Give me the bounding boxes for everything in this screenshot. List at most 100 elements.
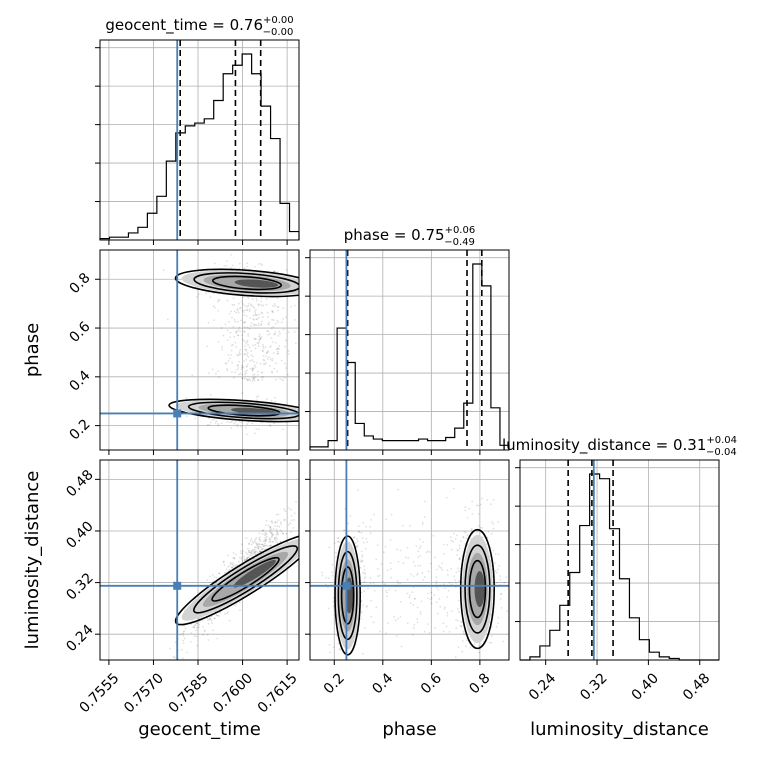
sample-point <box>271 310 274 313</box>
sample-point <box>258 333 261 336</box>
sample-point <box>462 536 465 538</box>
sample-point <box>243 353 246 356</box>
panel-content <box>100 250 299 450</box>
sample-point <box>464 506 467 509</box>
sample-point <box>261 371 264 374</box>
sample-point <box>233 335 236 338</box>
sample-point <box>270 327 273 330</box>
sample-point <box>456 608 459 610</box>
contour-line <box>211 275 283 291</box>
sample-point <box>258 322 260 324</box>
sample-point <box>251 422 254 425</box>
sample-point <box>198 623 201 626</box>
sample-point <box>454 538 457 540</box>
sample-point <box>252 377 255 380</box>
sample-point <box>258 538 261 541</box>
sample-point <box>282 317 285 320</box>
sample-point <box>373 589 376 592</box>
sample-point <box>267 351 270 353</box>
sample-point <box>182 634 185 637</box>
sample-point <box>421 523 424 526</box>
sample-point <box>257 547 260 550</box>
sample-point <box>265 519 268 522</box>
sample-point <box>404 556 407 559</box>
sample-point <box>249 551 252 554</box>
sample-point <box>432 534 435 537</box>
sample-point <box>226 260 228 263</box>
sample-point <box>254 376 257 379</box>
sample-point <box>365 537 368 540</box>
sample-point <box>253 540 256 543</box>
sample-point <box>231 419 234 422</box>
sample-point <box>477 530 479 533</box>
sample-point <box>251 369 254 372</box>
density-core <box>233 559 276 588</box>
sample-point <box>412 575 415 578</box>
sample-point <box>456 553 459 556</box>
sample-point <box>265 524 267 526</box>
sample-point <box>246 309 249 312</box>
sample-point <box>435 586 438 589</box>
sample-point <box>356 544 359 547</box>
sample-point <box>269 525 272 528</box>
sample-point <box>254 553 257 556</box>
sample-point <box>419 545 422 548</box>
sample-point <box>347 522 350 525</box>
sample-point <box>416 606 419 609</box>
sample-point <box>270 528 273 531</box>
sample-point <box>239 330 241 333</box>
sample-point <box>332 605 335 608</box>
sample-point <box>237 329 240 331</box>
sample-point <box>264 536 267 539</box>
sample-point <box>224 571 226 574</box>
sample-point <box>233 557 235 559</box>
sample-point <box>207 639 210 641</box>
sample-point <box>243 559 246 562</box>
sample-point <box>271 318 274 321</box>
sample-point <box>457 579 460 582</box>
sample-point <box>246 556 249 559</box>
sample-point <box>282 532 285 535</box>
contour-line <box>174 268 299 298</box>
sample-point <box>269 526 272 529</box>
sample-point <box>262 347 265 350</box>
sample-point <box>209 618 212 621</box>
sample-point <box>236 308 239 310</box>
sample-point <box>502 640 505 643</box>
hist-panel-phase: phase = 0.75+0.06 −0.49 <box>305 225 510 455</box>
sample-point <box>238 307 241 310</box>
sample-point <box>422 579 424 581</box>
sample-point <box>325 576 328 579</box>
sample-point <box>241 377 244 380</box>
sample-point <box>429 562 432 565</box>
sample-point <box>419 555 422 557</box>
sample-point <box>255 338 257 340</box>
sample-point <box>240 420 243 423</box>
sample-point <box>276 521 279 524</box>
sample-point <box>213 576 216 578</box>
sample-point <box>278 348 281 350</box>
sample-point <box>255 550 257 552</box>
sample-point <box>236 364 239 367</box>
sample-point <box>293 304 296 307</box>
sample-point <box>377 575 379 578</box>
sample-point <box>267 322 269 325</box>
sample-point <box>439 605 442 608</box>
sample-point <box>255 396 258 398</box>
sample-point <box>261 316 264 318</box>
sample-point <box>385 632 388 635</box>
sample-point <box>178 633 181 636</box>
sample-point <box>270 345 272 347</box>
sample-point <box>245 365 248 368</box>
sample-point <box>174 656 176 659</box>
sample-point <box>363 568 366 571</box>
sample-point <box>293 331 296 333</box>
x-axis-label-phase: phase <box>382 719 436 740</box>
sample-point <box>343 529 346 532</box>
sample-point <box>434 627 436 630</box>
sample-point <box>227 554 229 557</box>
sample-point <box>273 333 276 336</box>
contour-line <box>187 401 299 420</box>
sample-point <box>273 270 276 273</box>
sample-point <box>251 380 254 382</box>
